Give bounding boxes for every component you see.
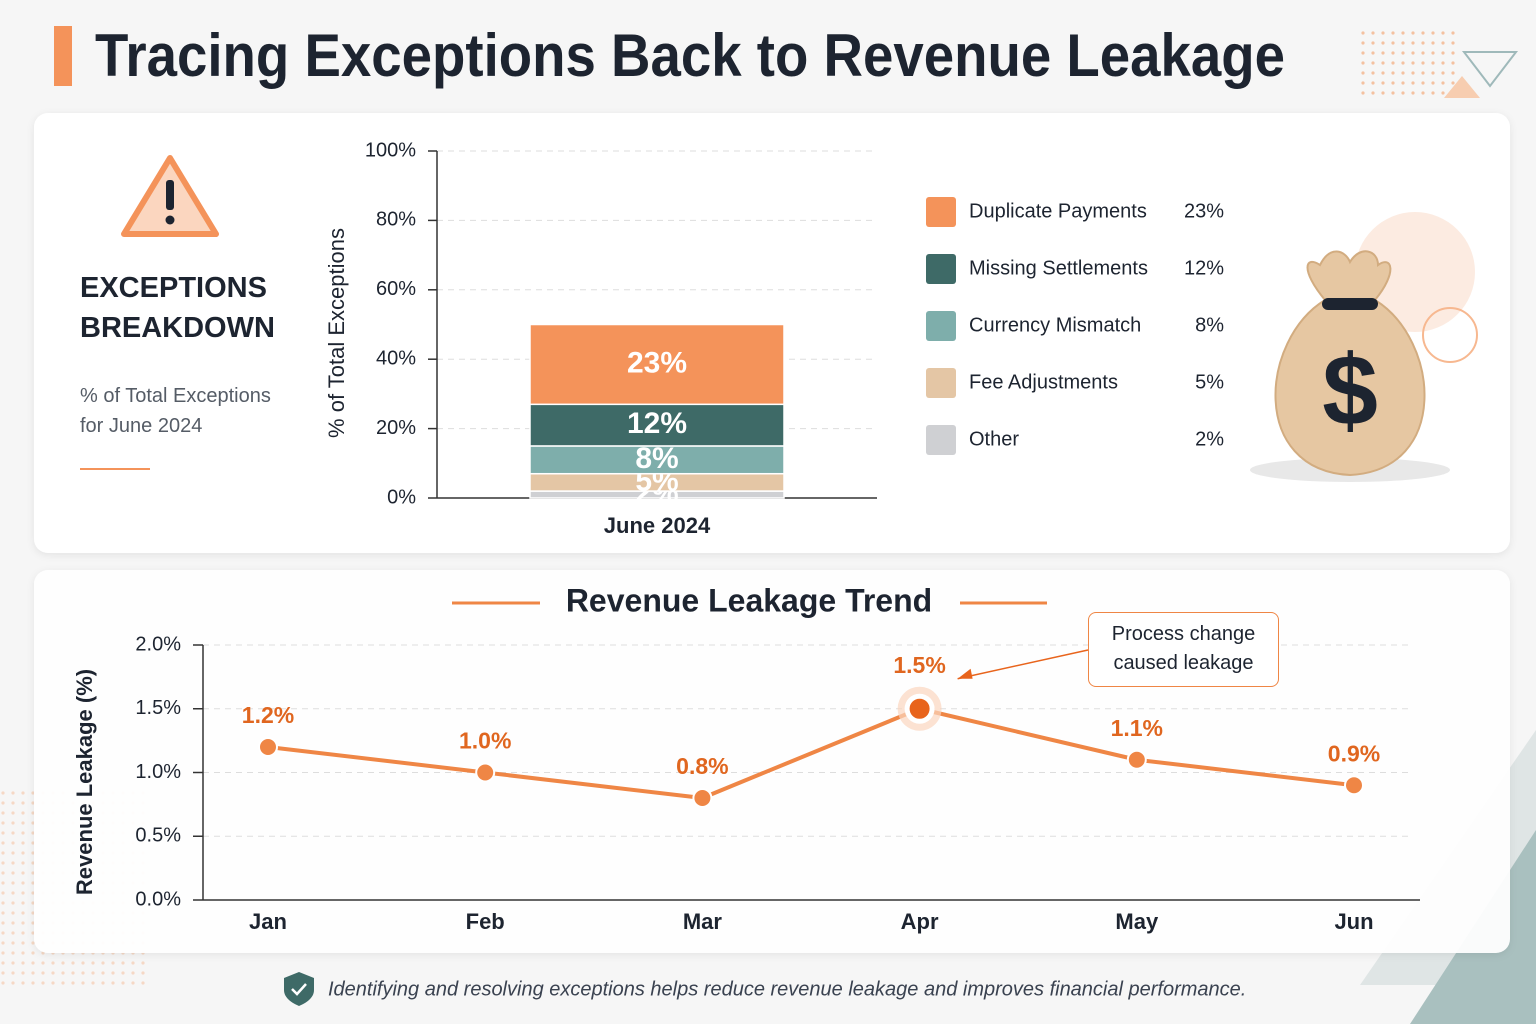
data-point [1344, 775, 1364, 796]
y-tick-label: 100% [365, 139, 416, 161]
data-point [258, 737, 278, 757]
legend-swatch [926, 197, 956, 227]
breakdown-subtitle: % of Total Exceptions for June 2024 [80, 385, 271, 437]
legend-label: Duplicate Payments [969, 200, 1147, 222]
chart-title: Revenue Leakage Trend [566, 582, 932, 618]
data-label: 0.9% [1328, 740, 1380, 766]
warning-icon [165, 215, 175, 225]
money-bag [1306, 250, 1392, 301]
legend-swatch [926, 311, 956, 341]
bar-label: 12% [627, 407, 687, 440]
x-tick-label: May [1115, 909, 1159, 934]
page-title: Tracing Exceptions Back to Revenue Leaka… [95, 22, 1285, 89]
legend-value: 5% [1195, 371, 1224, 393]
x-tick-label: Apr [901, 909, 939, 934]
dollar-sign: $ [1322, 334, 1378, 446]
warning-icon [166, 180, 174, 210]
bar-label: 23% [627, 346, 687, 379]
legend-value: 2% [1195, 428, 1224, 450]
x-tick-label: Jan [249, 909, 287, 934]
y-tick-label: 60% [376, 278, 416, 300]
bar-segment [529, 323, 785, 406]
shield-icon [291, 983, 307, 996]
bag-decor [1422, 307, 1478, 363]
legend-label: Fee Adjustments [969, 371, 1118, 393]
data-point [907, 696, 932, 721]
shield-icon [284, 972, 314, 1006]
bar-label: 8% [635, 442, 678, 475]
y-tick-label: 0% [387, 486, 416, 508]
annotation-arrowhead [957, 668, 973, 679]
legend-label: Missing Settlements [969, 257, 1148, 279]
legend-value: 8% [1195, 314, 1224, 336]
footer-note: Identifying and resolving exceptions hel… [328, 978, 1246, 1000]
bag-decor [1355, 212, 1475, 332]
data-point [475, 762, 496, 783]
y-tick-label: 80% [376, 209, 416, 231]
legend-label: Currency Mismatch [969, 314, 1141, 336]
legend-swatch [926, 425, 956, 455]
y-tick-label: 1.5% [135, 697, 181, 719]
data-label: 1.2% [242, 702, 294, 728]
y-axis-label: % of Total Exceptions [324, 228, 349, 438]
legend-value: 12% [1184, 257, 1224, 279]
data-label: 1.0% [459, 728, 511, 754]
triangle-decor [1444, 76, 1480, 98]
legend-value: 23% [1184, 200, 1224, 222]
breakdown-title: EXCEPTIONS BREAKDOWN [80, 272, 275, 344]
x-tick-label: June 2024 [604, 513, 711, 538]
x-tick-label: Jun [1334, 909, 1373, 934]
data-label: 1.5% [893, 652, 945, 678]
title-accent [54, 26, 72, 86]
bar-segment [529, 445, 785, 475]
y-tick-label: 1.0% [135, 761, 181, 783]
x-tick-label: Mar [683, 909, 723, 934]
data-label: 0.8% [676, 753, 728, 779]
data-point [1126, 749, 1147, 770]
annotation: Process change caused leakage [1088, 612, 1279, 687]
y-tick-label: 0.5% [135, 825, 181, 847]
y-tick-label: 2.0% [135, 633, 181, 655]
y-tick-label: 20% [376, 417, 416, 439]
y-tick-label: 40% [376, 347, 416, 369]
y-axis-label: Revenue Leakage (%) [72, 669, 97, 895]
dots-decor [1360, 28, 1460, 98]
money-bag [1322, 298, 1378, 310]
legend-label: Other [969, 428, 1019, 450]
y-tick-label: 0.0% [135, 888, 181, 910]
bar-segment [529, 403, 785, 447]
annotation-arrow [957, 649, 1089, 680]
x-tick-label: Feb [466, 909, 505, 934]
data-point [692, 788, 713, 808]
data-label: 1.1% [1111, 715, 1163, 741]
legend-swatch [926, 254, 956, 284]
money-bag [1274, 299, 1426, 477]
triangle-decor [1461, 51, 1519, 88]
bottom-panel [34, 570, 1510, 953]
trend-line [267, 706, 1355, 800]
legend-swatch [926, 368, 956, 398]
